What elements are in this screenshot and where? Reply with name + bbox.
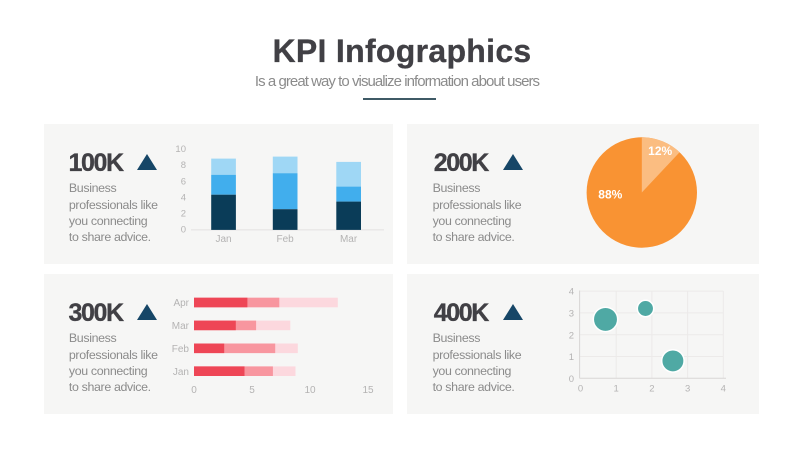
svg-text:Feb: Feb xyxy=(276,234,294,245)
svg-text:0: 0 xyxy=(180,224,185,235)
svg-text:5: 5 xyxy=(249,384,255,395)
svg-text:4: 4 xyxy=(721,383,726,394)
svg-text:8: 8 xyxy=(180,160,185,171)
svg-text:Feb: Feb xyxy=(171,344,189,355)
svg-text:6: 6 xyxy=(180,176,185,187)
svg-text:4: 4 xyxy=(180,192,185,203)
svg-text:3: 3 xyxy=(685,383,690,394)
svg-text:4: 4 xyxy=(569,286,574,297)
svg-text:Mar: Mar xyxy=(171,321,189,332)
svg-text:12%: 12% xyxy=(648,144,672,158)
svg-text:0: 0 xyxy=(191,384,197,395)
svg-text:15: 15 xyxy=(362,384,374,395)
svg-text:2: 2 xyxy=(569,330,574,341)
svg-text:Jan: Jan xyxy=(215,234,231,245)
svg-text:2: 2 xyxy=(649,383,654,394)
svg-text:1: 1 xyxy=(569,352,574,363)
svg-text:10: 10 xyxy=(304,384,316,395)
svg-text:0: 0 xyxy=(578,383,583,394)
svg-text:10: 10 xyxy=(175,144,186,155)
svg-text:2: 2 xyxy=(180,208,185,219)
svg-text:Apr: Apr xyxy=(173,298,189,309)
svg-text:88%: 88% xyxy=(598,187,622,201)
svg-text:0: 0 xyxy=(569,373,574,384)
svg-text:1: 1 xyxy=(614,383,619,394)
svg-text:3: 3 xyxy=(569,308,574,319)
svg-text:Jan: Jan xyxy=(172,366,188,377)
svg-text:Mar: Mar xyxy=(339,234,357,245)
